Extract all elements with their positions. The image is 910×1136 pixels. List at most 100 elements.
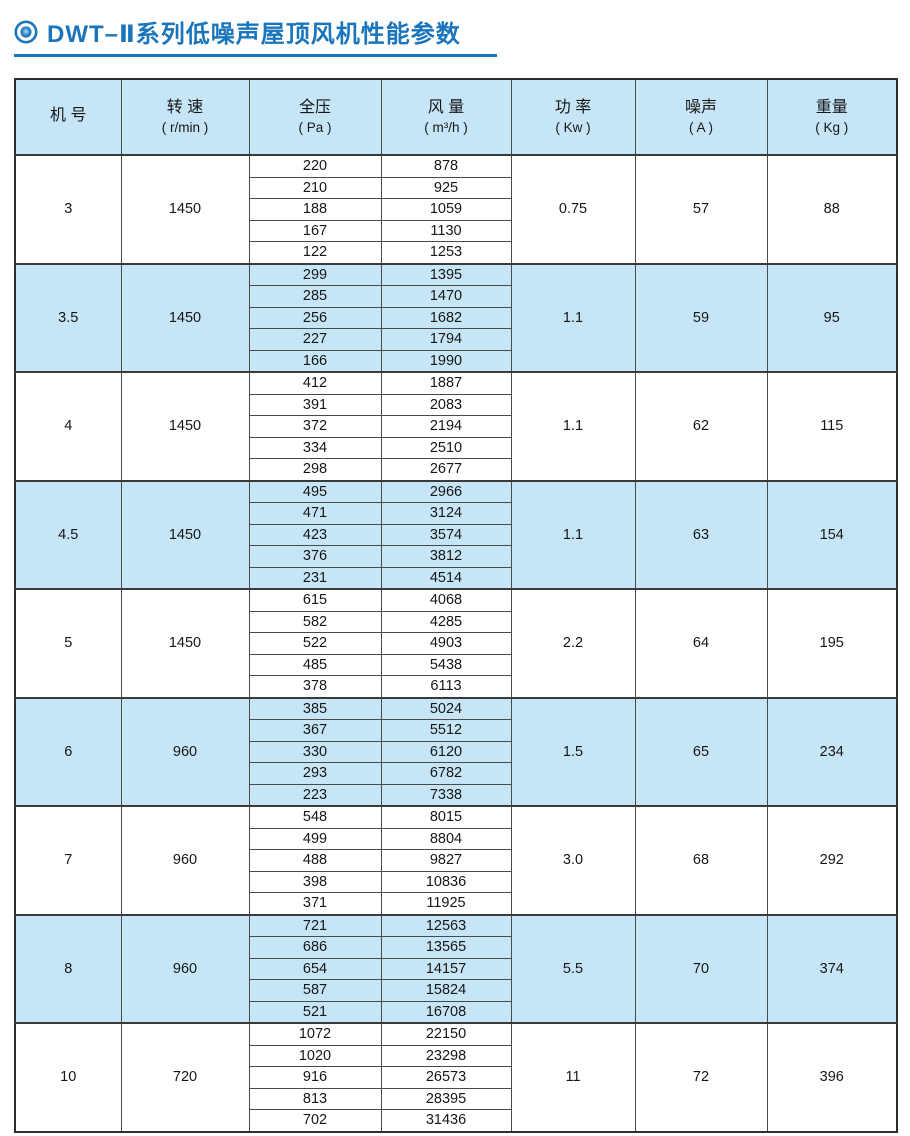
col-unit: ( A ): [688, 119, 713, 135]
header-row: 机 号 转 速 ( r/min ) 全压 ( Pa ) 风 量 ( m³/h )…: [14, 78, 898, 156]
pressure-cell: 522: [248, 632, 382, 655]
volume-cell: 1470: [380, 285, 512, 308]
volume-cell: 3812: [380, 545, 512, 568]
volume-cell: 15824: [380, 979, 512, 1002]
volume-cell: 4514: [380, 566, 512, 590]
table-row: 3 1450 220 878 0.75 57 88: [14, 154, 898, 264]
col-unit: ( Pa ): [298, 119, 332, 135]
table-row: 334 2510: [15, 436, 897, 459]
pressure-cell: 471: [248, 502, 382, 525]
pressure-cell: 398: [248, 870, 382, 893]
table-row: 10 720 1072 22150 11 72 396: [14, 1022, 898, 1132]
table-row: 166 1990: [15, 349, 897, 373]
volume-cell: 11925: [380, 892, 512, 915]
speed-cell: 1450: [120, 371, 250, 481]
table-row: 488 9827: [15, 849, 897, 872]
volume-cell: 1253: [380, 241, 512, 264]
table-row: 398 10836: [15, 870, 897, 893]
power-cell: 1.1: [510, 371, 636, 481]
pressure-cell: 330: [248, 740, 382, 763]
volume-cell: 925: [380, 176, 512, 199]
col-header-weight: 重量 ( Kg ): [766, 78, 898, 156]
pressure-cell: 231: [248, 566, 382, 590]
speed-cell: 1450: [120, 588, 250, 698]
table-row: 231 4514: [15, 566, 897, 590]
table-row: 686 13565: [15, 936, 897, 959]
table-row: 293 6782: [15, 762, 897, 785]
col-header-noise: 噪声 ( A ): [634, 78, 768, 156]
speed-cell: 1450: [120, 479, 250, 590]
table-row: 4 1450 412 1887 1.1 62 115: [14, 371, 898, 481]
volume-cell: 8804: [380, 827, 512, 850]
volume-cell: 6782: [380, 762, 512, 785]
pressure-cell: 227: [248, 328, 382, 351]
pressure-cell: 485: [248, 653, 382, 676]
volume-cell: 878: [380, 154, 512, 178]
model-cell: 3.5: [14, 262, 122, 373]
volume-cell: 2966: [380, 479, 512, 503]
model-cell: 4: [14, 371, 122, 481]
pressure-cell: 223: [248, 783, 382, 807]
table-row: 285 1470: [15, 285, 897, 308]
pressure-cell: 378: [248, 675, 382, 698]
weight-cell: 374: [766, 913, 898, 1024]
model-cell: 6: [14, 696, 122, 807]
pressure-cell: 582: [248, 610, 382, 633]
speed-cell: 1450: [120, 262, 250, 373]
volume-cell: 1682: [380, 306, 512, 329]
pressure-cell: 166: [248, 349, 382, 373]
pressure-cell: 587: [248, 979, 382, 1002]
pressure-cell: 256: [248, 306, 382, 329]
pressure-cell: 423: [248, 523, 382, 546]
pressure-cell: 721: [248, 913, 382, 937]
volume-cell: 14157: [380, 957, 512, 980]
col-unit: ( Kw ): [555, 119, 591, 135]
volume-cell: 16708: [380, 1000, 512, 1024]
col-label: 功 率: [554, 98, 592, 116]
pressure-cell: 188: [248, 198, 382, 221]
weight-cell: 292: [766, 805, 898, 915]
model-cell: 8: [14, 913, 122, 1024]
table-row: 1020 23298: [15, 1044, 897, 1067]
volume-cell: 6120: [380, 740, 512, 763]
volume-cell: 1794: [380, 328, 512, 351]
pressure-cell: 299: [248, 262, 382, 286]
volume-cell: 28395: [380, 1087, 512, 1110]
table-row: 702 31436: [15, 1109, 897, 1132]
pressure-cell: 702: [248, 1109, 382, 1132]
col-unit: ( Kg ): [815, 119, 849, 135]
pressure-cell: 122: [248, 241, 382, 264]
speed-cell: 960: [120, 696, 250, 807]
col-header-speed: 转 速 ( r/min ): [120, 78, 250, 156]
noise-cell: 63: [634, 479, 768, 590]
pressure-cell: 813: [248, 1087, 382, 1110]
pressure-cell: 372: [248, 415, 382, 438]
pressure-cell: 686: [248, 936, 382, 959]
bullseye-icon: [14, 20, 38, 43]
performance-table: 机 号 转 速 ( r/min ) 全压 ( Pa ) 风 量 ( m³/h )…: [14, 78, 898, 1133]
table-row: 298 2677: [15, 458, 897, 481]
volume-cell: 10836: [380, 870, 512, 893]
noise-cell: 62: [634, 371, 768, 481]
table-row: 8 960 721 12563 5.5 70 374: [14, 913, 898, 1024]
speed-cell: 960: [120, 805, 250, 915]
col-label: 噪声: [684, 98, 717, 116]
pressure-cell: 210: [248, 176, 382, 199]
volume-cell: 9827: [380, 849, 512, 872]
pressure-cell: 1020: [248, 1044, 382, 1067]
table-row: 916 26573: [15, 1066, 897, 1089]
table-body: 3 1450 220 878 0.75 57 88 210 925 188 1059 167 1130 1…: [14, 154, 898, 1132]
weight-cell: 95: [766, 262, 898, 373]
pressure-cell: 916: [248, 1066, 382, 1089]
volume-cell: 5512: [380, 719, 512, 742]
pressure-cell: 376: [248, 545, 382, 568]
volume-cell: 22150: [380, 1022, 512, 1046]
table-row: 372 2194: [15, 415, 897, 438]
volume-cell: 8015: [380, 805, 512, 829]
pressure-cell: 615: [248, 588, 382, 612]
volume-cell: 5024: [380, 696, 512, 720]
table-row: 522 4903: [15, 632, 897, 655]
table-row: 6 960 385 5024 1.5 65 234: [14, 696, 898, 807]
table-header: 机 号 转 速 ( r/min ) 全压 ( Pa ) 风 量 ( m³/h )…: [14, 78, 898, 156]
